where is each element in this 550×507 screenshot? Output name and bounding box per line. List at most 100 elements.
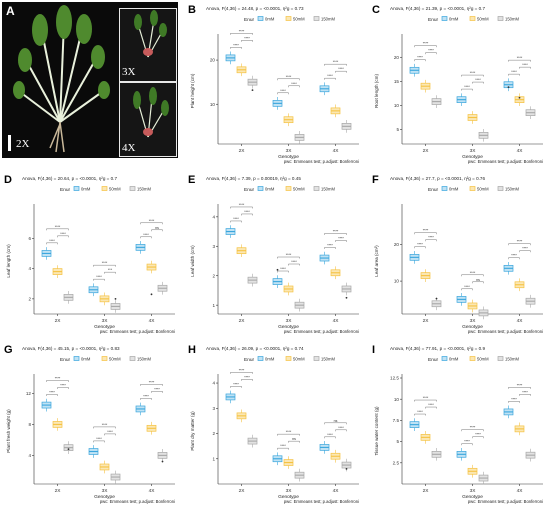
sig-label: **** xyxy=(428,236,434,240)
y-axis-label: Leaf width (cm) xyxy=(190,245,195,277)
photo-inset-bottom xyxy=(119,82,177,157)
y-tick-label: 2 xyxy=(28,296,31,301)
y-tick-label: 10 xyxy=(394,279,400,284)
sig-label: **** xyxy=(244,36,250,40)
sig-bracket xyxy=(241,379,253,381)
sig-bracket xyxy=(414,45,437,48)
y-tick-label: 1 xyxy=(212,456,215,461)
sig-bracket xyxy=(472,436,484,439)
outlier-point xyxy=(276,268,279,271)
sig-bracket xyxy=(288,263,300,266)
sig-label: **** xyxy=(107,430,113,434)
panel-caption: pwc: Emmeans test; p.adjust: Bonferroni xyxy=(468,159,543,164)
legend-label: 50mM xyxy=(293,187,305,192)
y-tick-label: 3 xyxy=(212,406,215,411)
x-tick-label: 2X xyxy=(423,318,430,324)
sig-label: *** xyxy=(108,268,113,272)
legend-label: 0mM xyxy=(265,17,275,22)
sig-label: **** xyxy=(102,423,108,427)
sig-label: **** xyxy=(239,203,245,207)
legend-swatch-50mM xyxy=(469,186,476,191)
panel-letter: I xyxy=(372,344,375,356)
x-axis-label: Genotype xyxy=(462,494,483,500)
x-tick-label: 4X xyxy=(517,488,524,494)
legend-swatch-50mM xyxy=(285,356,292,361)
legend-swatch-0mM xyxy=(257,16,264,21)
panel-letter: E xyxy=(188,174,195,186)
y-axis-label: Leaf length (cm) xyxy=(6,244,11,278)
sig-bracket xyxy=(461,74,484,77)
panel-caption: pwc: Emmeans test; p.adjust: Bonferroni xyxy=(468,329,543,334)
legend-title: Enur xyxy=(60,187,71,193)
legend-label: 150mM xyxy=(137,187,151,192)
sig-label: **** xyxy=(244,375,250,379)
chart-panel-d: D Anova, F(4,36) = 20.64, p = <0.0001, η²… xyxy=(4,174,175,334)
sig-label: **** xyxy=(423,229,429,233)
panel-stat: Anova, F(4,36) = 20.64, p = <0.0001, η²g… xyxy=(22,176,117,181)
x-tick-label: 2X xyxy=(423,488,430,494)
y-tick-label: 15 xyxy=(394,79,400,84)
legend-label: 0mM xyxy=(449,357,459,362)
sig-bracket xyxy=(324,436,336,439)
sig-label: ns xyxy=(292,437,296,441)
sig-label: **** xyxy=(470,426,476,430)
y-tick-label: 20 xyxy=(210,58,216,63)
chart-panel-e: E Anova, F(4,36) = 7.39, p = 0.00019, η²g… xyxy=(188,174,359,334)
sig-bracket xyxy=(508,401,520,403)
sig-bracket xyxy=(335,240,347,242)
sig-bracket xyxy=(414,59,426,62)
x-axis-label: Genotype xyxy=(94,324,115,330)
sig-label: **** xyxy=(464,440,470,444)
sig-bracket xyxy=(277,447,289,450)
panel-letter: G xyxy=(4,344,13,356)
x-tick-label: 2X xyxy=(239,148,246,154)
legend-swatch-0mM xyxy=(441,186,448,191)
x-axis-label: Genotype xyxy=(462,154,483,160)
x-tick-label: 4X xyxy=(333,488,340,494)
sig-bracket xyxy=(519,394,531,396)
sig-label: **** xyxy=(96,437,102,441)
outlier-point xyxy=(345,467,348,470)
sig-bracket xyxy=(425,52,437,55)
legend-swatch-0mM xyxy=(441,16,448,21)
sig-label: **** xyxy=(280,89,286,93)
legend-swatch-50mM xyxy=(101,186,108,191)
sig-label: **** xyxy=(475,433,481,437)
x-axis-label: Genotype xyxy=(278,324,299,330)
sig-bracket xyxy=(46,394,58,396)
legend-swatch-0mM xyxy=(441,356,448,361)
sig-label: **** xyxy=(60,232,66,236)
sig-bracket xyxy=(335,70,347,73)
x-axis-label: Genotype xyxy=(462,324,483,330)
legend-label: 150mM xyxy=(321,17,335,22)
sig-bracket xyxy=(151,391,163,393)
x-tick-label: 3X xyxy=(470,488,477,494)
legend-swatch-50mM xyxy=(469,16,476,21)
sig-bracket xyxy=(104,271,116,274)
y-tick-label: 4 xyxy=(212,214,215,219)
sig-label: **** xyxy=(233,217,239,221)
sig-label: **** xyxy=(338,236,344,240)
sig-label: **** xyxy=(244,210,250,214)
sig-bracket xyxy=(508,73,520,76)
y-axis-label: Plant dry matter (g) xyxy=(190,411,195,451)
x-tick-label: 4X xyxy=(517,148,524,154)
sig-bracket xyxy=(140,398,152,400)
sig-bracket xyxy=(414,399,437,402)
sig-label: **** xyxy=(96,275,102,279)
plant-photo-panel: A 2X 3X 4X xyxy=(2,2,178,158)
x-tick-label: 2X xyxy=(239,488,246,494)
legend-title: Enur xyxy=(244,17,255,23)
sig-label: **** xyxy=(475,78,481,82)
sig-label: **** xyxy=(522,63,528,67)
x-tick-label: 3X xyxy=(470,148,477,154)
legend-label: 0mM xyxy=(265,357,275,362)
panel-caption: pwc: Emmeans test; p.adjust: Bonferroni xyxy=(100,499,175,504)
legend-label: 0mM xyxy=(81,187,91,192)
panel-stat: Anova, F(4,36) = 77.91, p = <0.0001, η²g… xyxy=(390,346,485,351)
sig-label: **** xyxy=(286,430,292,434)
x-tick-label: 4X xyxy=(333,318,340,324)
sig-label: **** xyxy=(417,56,423,60)
y-tick-label: 6 xyxy=(28,236,31,241)
sig-bracket xyxy=(472,81,484,84)
